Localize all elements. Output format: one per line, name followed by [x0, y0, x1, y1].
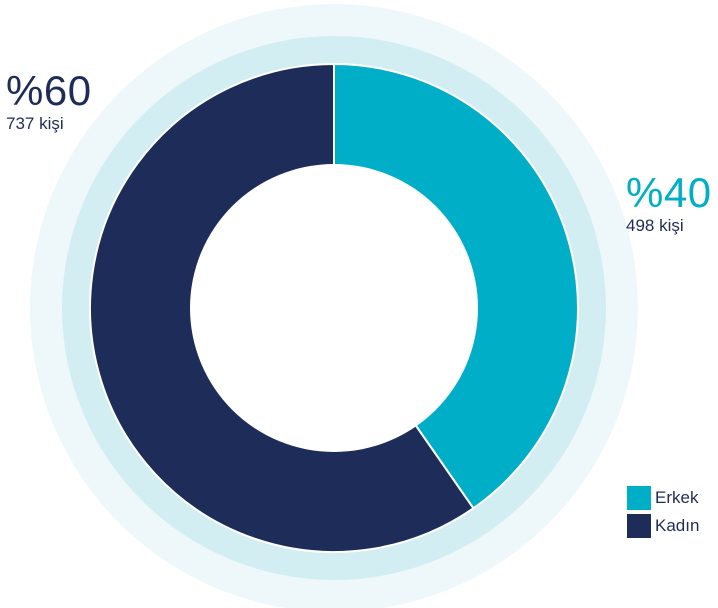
callout-erkek: %40 498 kişi — [626, 172, 712, 236]
callout-kadin-count: 737 kişi — [6, 114, 64, 133]
callout-erkek-percent: %40 — [626, 169, 712, 216]
legend-item-erkek: Erkek — [627, 486, 699, 510]
callout-kadin: %60 737 kişi — [6, 70, 92, 134]
legend-swatch-erkek — [627, 486, 651, 510]
legend-label-erkek: Erkek — [655, 488, 699, 507]
legend: Erkek Kadın — [627, 486, 699, 542]
callout-kadin-percent: %60 — [6, 67, 92, 114]
legend-label-kadin: Kadın — [655, 516, 700, 535]
donut-hole — [190, 164, 478, 452]
callout-erkek-count: 498 kişi — [626, 216, 684, 235]
legend-item-kadin: Kadın — [627, 514, 699, 538]
legend-swatch-kadin — [627, 514, 651, 538]
